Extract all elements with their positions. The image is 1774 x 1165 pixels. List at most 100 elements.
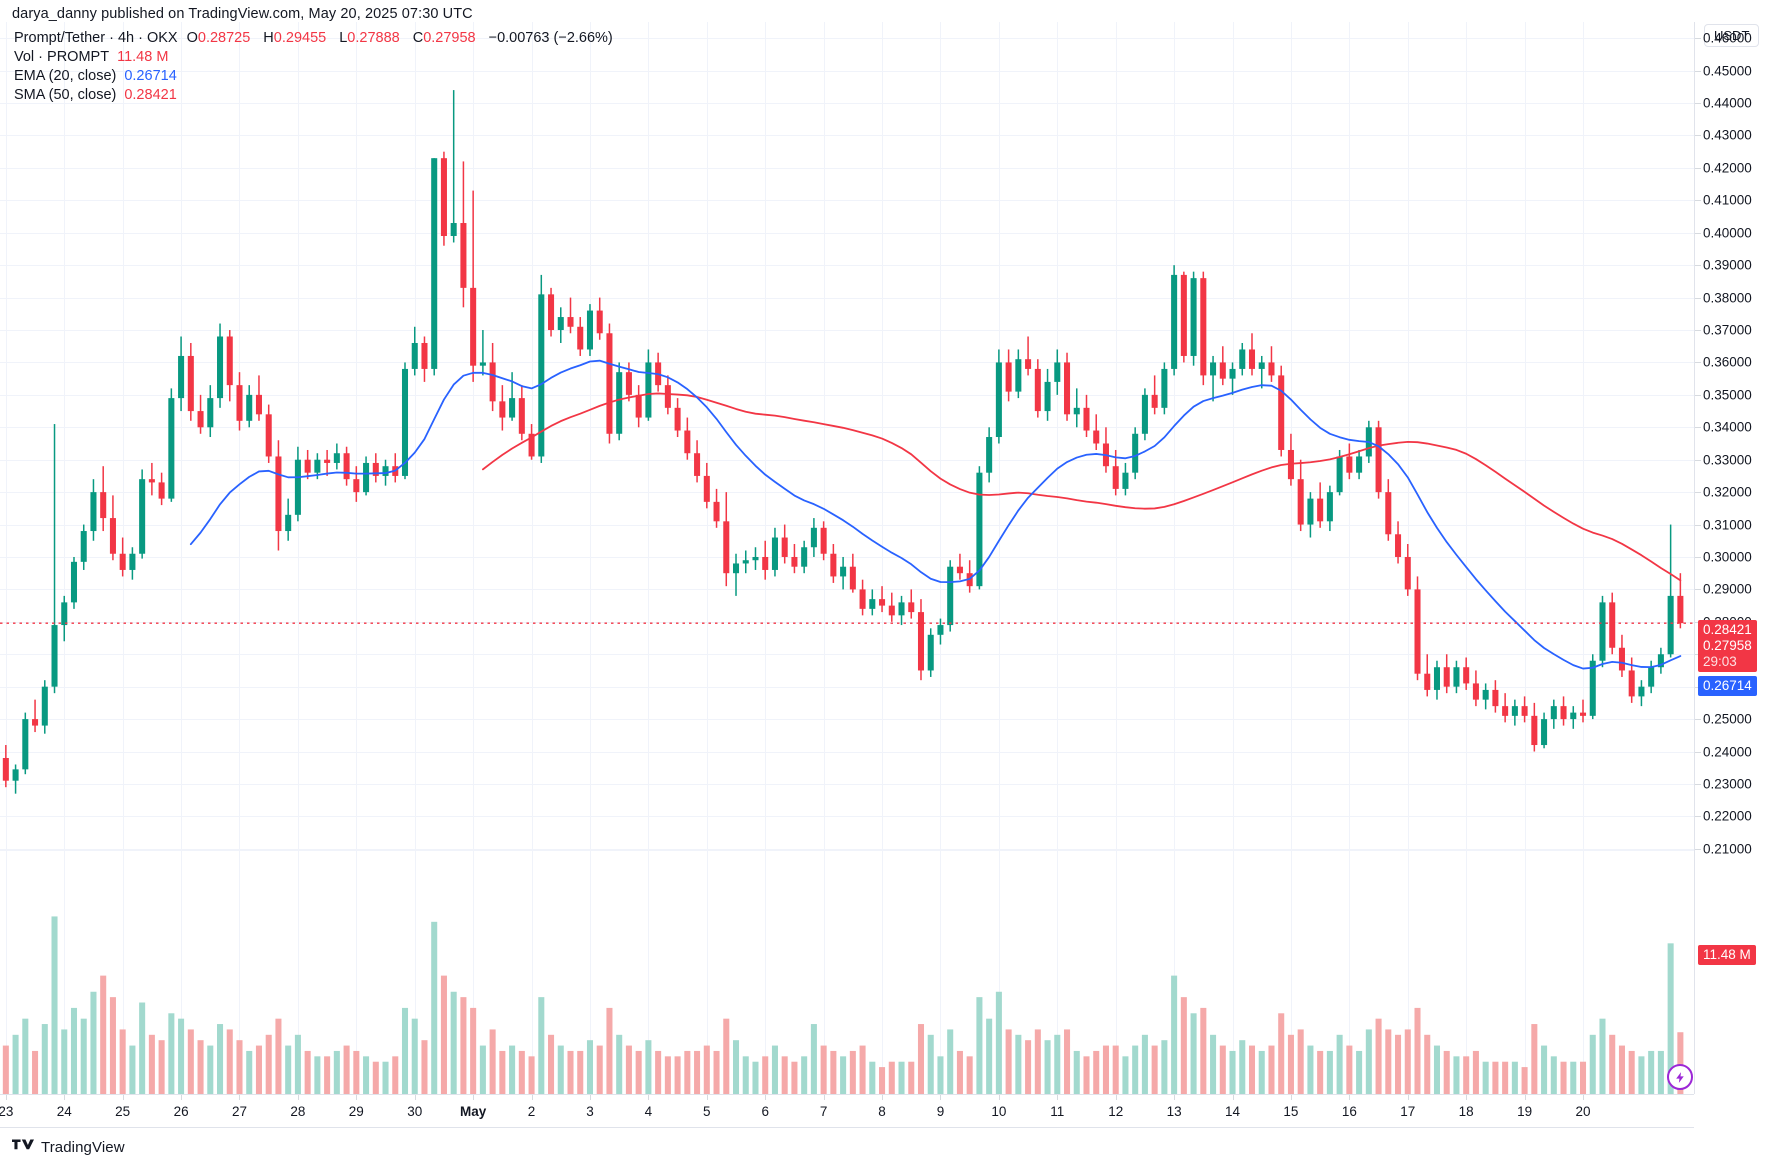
volume-bar: [684, 1050, 691, 1094]
time-axis-label: 29: [348, 1104, 364, 1119]
volume-bar: [1628, 1050, 1635, 1094]
price-axis-label: 0.45000: [1703, 63, 1752, 79]
price-axis-label: 0.23000: [1703, 776, 1752, 792]
candle-body: [275, 456, 282, 532]
time-axis-label: 15: [1283, 1104, 1299, 1119]
grid-line: [0, 816, 1694, 818]
volume-bar: [1638, 1056, 1645, 1094]
volume-bar: [265, 1034, 272, 1094]
candle-body: [431, 158, 438, 369]
candle-body: [363, 462, 370, 493]
volume-bar: [304, 1050, 311, 1094]
volume-bar: [363, 1056, 370, 1094]
volume-bar: [528, 1056, 535, 1094]
candle-body: [2, 758, 9, 781]
last-price-badge: 0.27958 29:03: [1698, 636, 1757, 673]
candle-body: [1210, 362, 1217, 376]
chart-canvas[interactable]: [0, 22, 1694, 1094]
price-axis-label: 0.38000: [1703, 290, 1752, 306]
candle-body: [187, 355, 194, 412]
candle-body: [1453, 667, 1460, 687]
candle-body: [1395, 534, 1402, 557]
time-axis-tick: [823, 1095, 825, 1100]
volume-bar: [470, 1007, 477, 1094]
price-axis-tick: [1695, 719, 1701, 721]
price-axis-tick: [1695, 848, 1701, 850]
volume-bar: [22, 1018, 29, 1094]
legend-row-ema[interactable]: EMA (20, close) 0.26714: [14, 68, 613, 87]
time-axis-tick: [64, 1095, 66, 1100]
price-axis[interactable]: USDT 0.46000 0.45000 0.44000 0.43000 0.42000…: [1694, 22, 1774, 1094]
candle-body: [324, 459, 331, 463]
legend-row-sma[interactable]: SMA (50, close) 0.28421: [14, 87, 613, 106]
candle-body: [1346, 456, 1353, 473]
time-axis-label: 26: [173, 1104, 189, 1119]
volume-bar: [1356, 1050, 1363, 1094]
candle-body: [1112, 466, 1119, 489]
time-axis-tick: [5, 1095, 7, 1100]
volume-bar: [1248, 1045, 1256, 1094]
chart-legend: Prompt/Tether · 4h · OKX O0.28725 H0.294…: [14, 30, 613, 106]
candle-body: [869, 599, 876, 609]
candle-body: [859, 589, 866, 609]
grid-line-vertical: [1466, 22, 1468, 1094]
candle-body: [314, 459, 321, 473]
time-axis-label: 20: [1575, 1104, 1591, 1119]
volume-bar: [80, 1018, 87, 1094]
grid-line: [0, 751, 1694, 753]
volume-bar: [1667, 943, 1674, 1094]
candle-body: [577, 326, 584, 350]
price-axis-label: 0.32000: [1703, 484, 1752, 500]
time-axis[interactable]: 23 24 25 26 27 28 29 30 May 2 3 4 5 6 7 8 9 10 11 12 13 14 15 1…: [0, 1094, 1694, 1128]
price-axis-tick: [1695, 38, 1701, 40]
volume-bar: [1005, 1029, 1012, 1094]
candle-body: [41, 686, 48, 726]
time-axis-tick: [1407, 1095, 1409, 1100]
candle-wick: [1669, 524, 1672, 658]
legend-close-label: C: [412, 30, 424, 46]
volume-bar: [694, 1050, 701, 1094]
lightning-bolt-icon[interactable]: [1667, 1064, 1694, 1090]
candle-body: [353, 479, 360, 493]
grid-line-vertical: [1524, 22, 1526, 1094]
volume-bar: [1414, 1007, 1421, 1094]
volume-bar: [869, 1061, 876, 1094]
volume-bar: [781, 1056, 788, 1094]
price-axis-label: 0.24000: [1703, 744, 1752, 760]
grid-line-vertical: [1174, 22, 1176, 1094]
volume-bar: [596, 1045, 603, 1094]
pane-separator: [0, 850, 1694, 851]
volume-bar: [616, 1034, 623, 1094]
candle-body: [713, 501, 720, 522]
volume-bar: [1132, 1045, 1139, 1094]
volume-bar: [548, 1034, 555, 1094]
price-axis-label: 0.39000: [1703, 257, 1752, 273]
candle-body: [995, 362, 1002, 438]
volume-bar: [1463, 1056, 1470, 1094]
price-axis-label: 0.25000: [1703, 711, 1752, 727]
volume-bar: [168, 1013, 175, 1094]
volume-bar: [742, 1056, 749, 1094]
legend-row-symbol[interactable]: Prompt/Tether · 4h · OKX O0.28725 H0.294…: [14, 30, 613, 49]
price-axis-tick: [1695, 459, 1701, 461]
grid-line: [0, 848, 1694, 850]
grid-line: [0, 200, 1694, 202]
volume-bar: [1677, 1032, 1684, 1094]
volume-bar: [1239, 1040, 1246, 1094]
chart-pane[interactable]: [0, 22, 1694, 1094]
price-axis-label: 0.37000: [1703, 322, 1752, 338]
candle-body: [460, 223, 467, 288]
volume-bar: [1297, 1029, 1304, 1094]
candle-body: [1511, 706, 1518, 716]
volume-bar: [1443, 1050, 1450, 1094]
volume-bar: [830, 1050, 837, 1094]
volume-bar: [947, 1029, 954, 1094]
volume-bar: [51, 916, 58, 1094]
legend-row-volume[interactable]: Vol · PROMPT 11.48 M: [14, 49, 613, 68]
grid-line: [0, 135, 1694, 137]
volume-bar: [226, 1029, 233, 1094]
price-axis-tick: [1695, 589, 1701, 591]
price-axis-tick: [1695, 330, 1701, 332]
volume-bar: [61, 1029, 68, 1094]
price-axis-label: 0.40000: [1703, 225, 1752, 241]
